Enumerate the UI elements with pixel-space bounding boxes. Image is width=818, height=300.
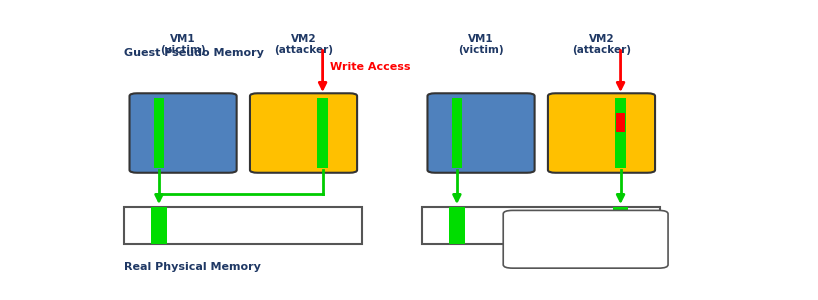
FancyBboxPatch shape [250,93,357,173]
Text: Re-created page cases
access time difference: Re-created page cases access time differ… [519,229,653,250]
FancyBboxPatch shape [503,210,668,268]
FancyBboxPatch shape [129,93,236,173]
Bar [614,212,627,228]
Text: VM2
(attacker): VM2 (attacker) [572,34,631,55]
Bar [452,98,462,168]
Bar [422,207,660,244]
FancyBboxPatch shape [548,93,655,173]
Bar [124,207,362,244]
Bar [615,98,626,168]
Text: VM1
(victim): VM1 (victim) [160,34,206,55]
Bar [616,113,625,131]
Bar [449,207,465,244]
Bar [317,98,328,168]
Text: Real Physical Memory: Real Physical Memory [124,262,261,272]
Bar [154,98,164,168]
Text: Write Access: Write Access [330,61,411,72]
Text: VM2
(attacker): VM2 (attacker) [274,34,333,55]
FancyBboxPatch shape [428,93,535,173]
Bar [151,207,167,244]
Text: Guest Pseudo Memory: Guest Pseudo Memory [124,47,264,58]
Text: VM1
(victim): VM1 (victim) [458,34,504,55]
Bar [613,207,628,244]
